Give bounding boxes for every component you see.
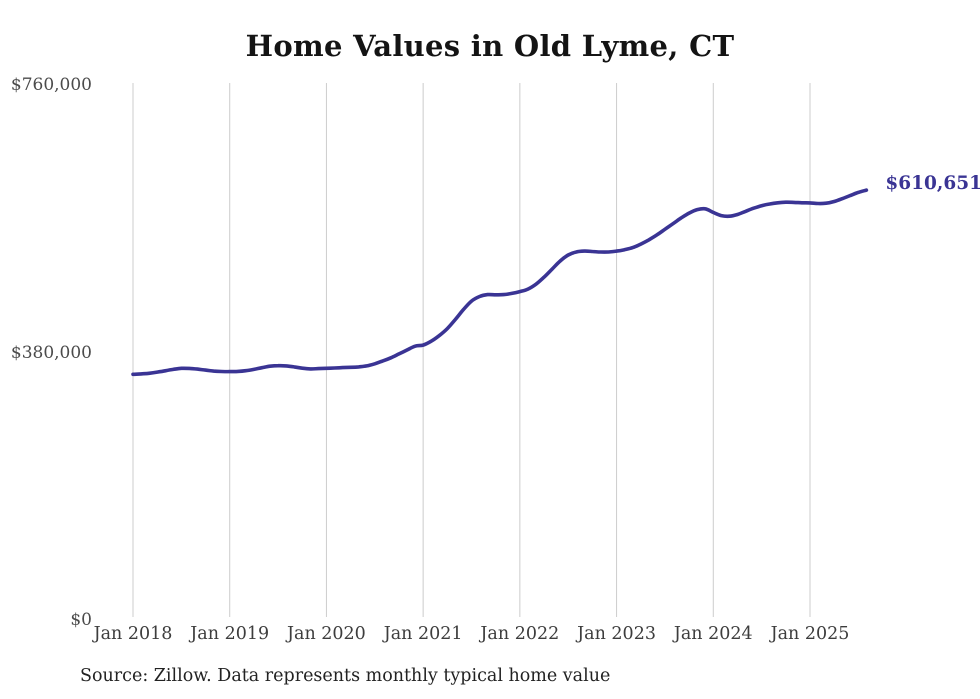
chart-title: Home Values in Old Lyme, CT bbox=[245, 29, 735, 63]
y-axis-tick-label: $760,000 bbox=[10, 75, 92, 95]
x-axis-tick-label: Jan 2022 bbox=[480, 624, 560, 644]
x-axis-tick-label: Jan 2021 bbox=[383, 624, 463, 644]
y-axis-tick-label: $380,000 bbox=[10, 342, 92, 363]
x-axis-tick-label: Jan 2020 bbox=[287, 624, 366, 644]
x-axis-tick-label: Jan 2024 bbox=[673, 624, 753, 644]
last-value-label: $610,651 bbox=[885, 173, 980, 195]
x-axis-tick-label: Jan 2025 bbox=[770, 624, 850, 644]
x-axis-tick-label: Jan 2023 bbox=[577, 624, 656, 644]
y-axis-tick-label: $0 bbox=[70, 610, 92, 630]
x-axis-tick-label: Jan 2019 bbox=[190, 624, 270, 644]
x-axis-tick-label: Jan 2018 bbox=[93, 624, 173, 644]
home-value-line bbox=[131, 188, 869, 377]
source-note: Source: Zillow. Data represents monthly … bbox=[80, 666, 611, 686]
